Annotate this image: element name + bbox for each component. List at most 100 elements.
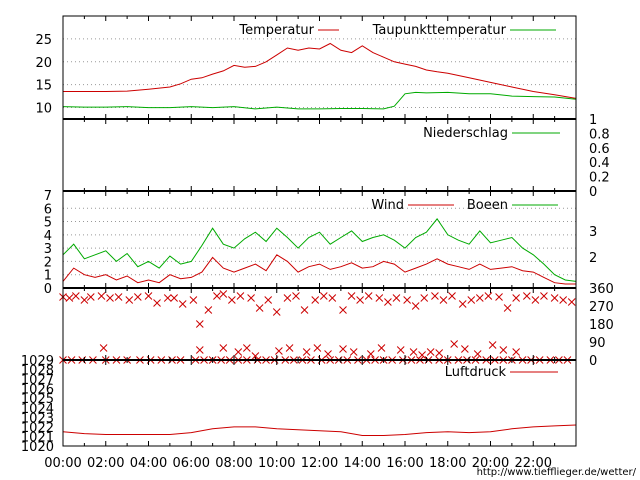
wind-tick-label: 3 bbox=[44, 242, 52, 257]
wind-direction-point bbox=[311, 296, 320, 304]
wind-direction-point bbox=[540, 292, 548, 300]
wind-tick-label: 7 bbox=[44, 189, 52, 204]
wind-direction-point bbox=[264, 296, 273, 304]
wind-direction-point bbox=[418, 351, 426, 359]
pressure-tick-label: 1022 bbox=[21, 421, 54, 436]
wind-direction-point bbox=[550, 294, 559, 302]
wind-direction-point bbox=[426, 348, 435, 356]
gust-legend-label: Boeen bbox=[467, 198, 508, 213]
wind-direction-point bbox=[65, 294, 74, 302]
x-tick-label: 04:00 bbox=[130, 456, 167, 471]
wind-direction-point bbox=[272, 308, 281, 316]
wind-direction-point bbox=[484, 292, 493, 300]
wind-legend-label: Wind bbox=[371, 198, 404, 213]
wind-direction-point bbox=[339, 345, 347, 353]
wind-direction-point bbox=[285, 344, 294, 352]
pressure-line bbox=[62, 424, 577, 436]
wind-tick-label: 2 bbox=[44, 255, 52, 270]
wind-direction-point bbox=[324, 350, 332, 358]
frame-layer bbox=[62, 15, 577, 447]
wind-direction-point bbox=[347, 292, 356, 300]
wind-tick-label: 4 bbox=[44, 229, 52, 244]
wind-direction-point bbox=[247, 294, 255, 302]
wind-direction-point bbox=[450, 340, 459, 348]
wind-direction-point bbox=[228, 296, 236, 304]
pressure-tick-label: 1026 bbox=[21, 383, 54, 398]
temperature-tick-label: 20 bbox=[35, 56, 52, 71]
wind-direction-point bbox=[377, 344, 386, 352]
wind-direction-point bbox=[219, 290, 228, 298]
precipitation-tick-label: 0.6 bbox=[589, 142, 610, 157]
wind-direction-point bbox=[86, 293, 95, 301]
wind-direction-point bbox=[475, 294, 484, 302]
wind-direction-point bbox=[420, 294, 429, 302]
wind-direction-point bbox=[503, 304, 512, 312]
wind-direction-point bbox=[522, 292, 531, 300]
wind-direction-point bbox=[512, 294, 521, 302]
wind-direction-point bbox=[375, 294, 384, 302]
wind-direction-point bbox=[458, 300, 467, 308]
wind-direction-point bbox=[163, 294, 172, 302]
pressure-tick-label: 1021 bbox=[21, 430, 54, 445]
wind-direction-point bbox=[328, 294, 337, 302]
wind-direction-point bbox=[204, 306, 213, 314]
wind-right-tick-label: 2 bbox=[589, 251, 597, 266]
wind-direction-point bbox=[80, 296, 89, 304]
pressure-tick-label: 1024 bbox=[21, 402, 54, 417]
credit-url[interactable]: http://www.tiefflieger.de/wetter/ bbox=[477, 467, 637, 478]
wind-direction-point bbox=[255, 304, 264, 312]
wind-direction-point bbox=[219, 344, 228, 352]
wind-direction-point bbox=[396, 346, 405, 354]
wind-direction-point bbox=[356, 296, 364, 304]
temperature-line bbox=[63, 42, 577, 99]
wind-tick-label: 0 bbox=[44, 282, 52, 297]
wind-tick-label: 5 bbox=[44, 216, 52, 231]
wind-direction-point bbox=[467, 296, 476, 304]
wind-direction-point bbox=[313, 344, 322, 352]
wind-direction-point bbox=[439, 296, 448, 304]
wind-direction-point bbox=[71, 292, 80, 300]
wind-direction-point bbox=[488, 341, 497, 349]
wind-direction-tick-label: 90 bbox=[589, 336, 606, 351]
pressure-tick-label: 1027 bbox=[21, 373, 54, 388]
wind-direction-tick-label: 360 bbox=[589, 282, 614, 297]
wind-direction-point bbox=[153, 299, 161, 307]
wind-direction-point bbox=[144, 292, 153, 300]
wind-direction-point bbox=[499, 346, 508, 354]
precipitation-tick-label: 1 bbox=[589, 113, 597, 128]
wind-direction-point bbox=[392, 294, 401, 302]
wind-tick-label: 6 bbox=[44, 202, 52, 217]
dewpoint-legend-label: Taupunkttemperatur bbox=[372, 23, 507, 38]
wind-direction-point bbox=[189, 296, 198, 304]
wind-direction-point bbox=[275, 347, 283, 355]
wind-direction-point bbox=[403, 296, 411, 304]
x-tick-label: 10:00 bbox=[258, 456, 295, 471]
wind-direction-point bbox=[292, 292, 300, 300]
temperature-tick-label: 15 bbox=[35, 79, 52, 94]
wind-direction-point bbox=[302, 348, 311, 356]
x-tick-label: 18:00 bbox=[429, 456, 466, 471]
x-tick-label: 02:00 bbox=[87, 456, 124, 471]
wind-direction-point bbox=[319, 292, 328, 300]
x-tick-label: 16:00 bbox=[386, 456, 423, 471]
wind-direction-point bbox=[97, 292, 106, 300]
x-tick-label: 08:00 bbox=[215, 456, 252, 471]
pressure-tick-label: 1025 bbox=[21, 392, 54, 407]
wind-direction-point bbox=[460, 345, 469, 353]
precipitation-tick-label: 0.8 bbox=[589, 127, 610, 142]
x-tick-label: 22:00 bbox=[515, 456, 552, 471]
wind-direction-point bbox=[234, 348, 243, 356]
precipitation-tick-label: 0 bbox=[589, 185, 597, 200]
wind-direction-point bbox=[99, 344, 108, 352]
precipitation-tick-label: 0.4 bbox=[589, 156, 610, 171]
wind-direction-point bbox=[133, 293, 142, 301]
pressure-tick-label: 1023 bbox=[21, 411, 54, 426]
wind-direction-point bbox=[431, 292, 439, 300]
wind-direction-point bbox=[114, 293, 123, 301]
wind-direction-point bbox=[283, 294, 292, 302]
wind-direction-tick-label: 270 bbox=[589, 300, 614, 315]
wind-tick-label: 1 bbox=[44, 269, 52, 284]
pressure-legend-label: Luftdruck bbox=[445, 365, 507, 380]
wind-direction-tick-label: 180 bbox=[589, 318, 614, 333]
